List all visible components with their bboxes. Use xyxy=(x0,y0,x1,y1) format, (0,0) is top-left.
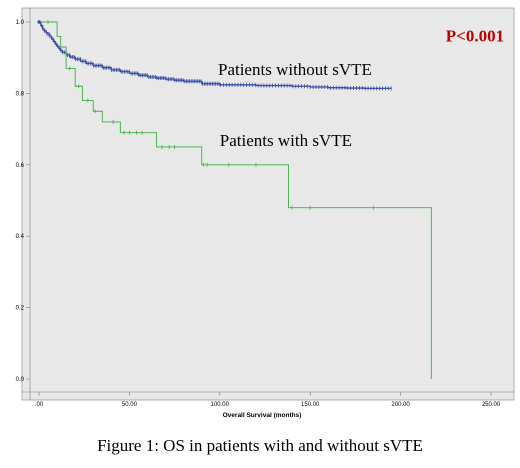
survival-chart: 0.0 0.2 0.4 0.6 0.8 1.0 .00 50.00 100.00 150.00 20… xyxy=(15,7,515,419)
y-tick-label: 0.0 xyxy=(16,377,25,383)
y-tick-label: 0.8 xyxy=(16,91,25,97)
y-tick-label: 0.4 xyxy=(16,234,25,240)
x-tick-label: 200.00 xyxy=(391,402,410,408)
x-axis-title: Overall Survival (months) xyxy=(223,412,302,419)
series-label: Patients with sVTE xyxy=(220,131,352,150)
x-tick-label: 250.00 xyxy=(482,402,501,408)
origin-marker xyxy=(37,20,41,24)
figure-caption: Figure 1: OS in patients with and withou… xyxy=(97,436,423,455)
x-tick-label: 150.00 xyxy=(301,402,320,408)
plot-background xyxy=(21,7,515,401)
series-1 xyxy=(39,20,432,379)
x-tick-label: 100.00 xyxy=(211,402,230,408)
y-tick-label: 0.6 xyxy=(16,163,25,169)
p-value-annotation: P<0.001 xyxy=(446,27,504,46)
y-tick-label: 1.0 xyxy=(16,20,25,26)
y-tick-label: 0.2 xyxy=(16,306,25,312)
series-label: Patients without sVTE xyxy=(218,60,372,79)
x-tick-label: .00 xyxy=(35,402,44,408)
x-tick-label: 50.00 xyxy=(122,402,138,408)
